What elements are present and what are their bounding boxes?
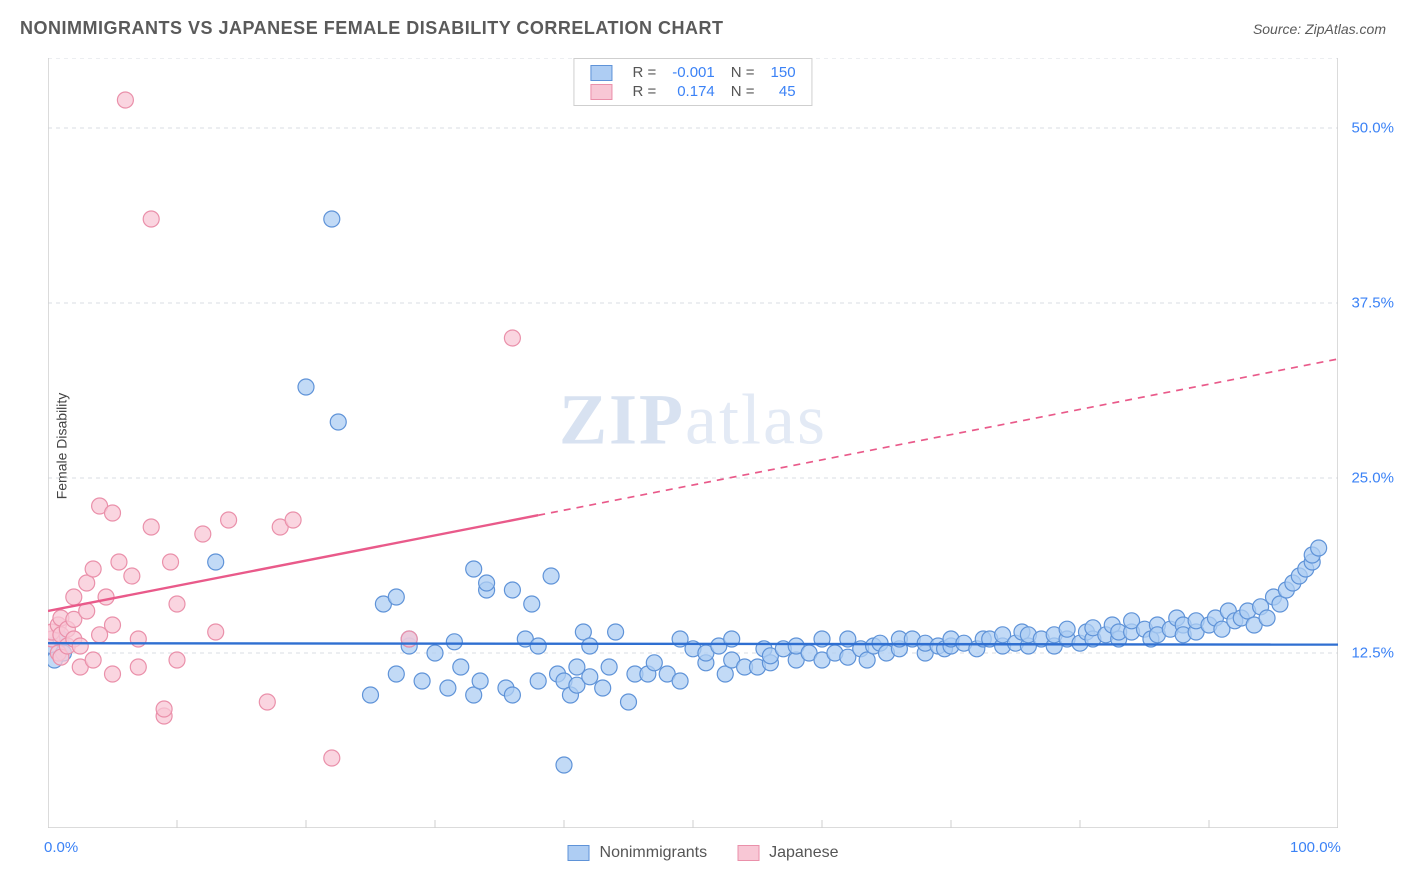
legend-row: R =-0.001N =150 <box>582 63 803 82</box>
legend-item: Japanese <box>737 844 838 862</box>
y-tick-label: 25.0% <box>1351 470 1394 487</box>
n-value: 150 <box>763 63 804 82</box>
legend-swatch <box>737 845 759 861</box>
legend-row: R =0.174N =45 <box>582 82 803 101</box>
chart-source: Source: ZipAtlas.com <box>1253 21 1386 37</box>
legend-item: Nonimmigrants <box>568 844 708 862</box>
legend-swatch <box>590 65 612 81</box>
plot-area: ZIPatlas R =-0.001N =150R =0.174N =45 12… <box>48 58 1338 828</box>
scatter-svg <box>48 58 1338 828</box>
legend-swatch <box>568 845 590 861</box>
y-tick-label: 50.0% <box>1351 120 1394 137</box>
legend-label: Nonimmigrants <box>600 844 708 862</box>
chart-header: NONIMMIGRANTS VS JAPANESE FEMALE DISABIL… <box>20 18 1386 39</box>
series-legend: Nonimmigrants Japanese <box>568 844 839 862</box>
r-label: R = <box>624 82 664 101</box>
x-tick-label: 100.0% <box>1290 839 1341 856</box>
correlation-legend: R =-0.001N =150R =0.174N =45 <box>573 58 812 106</box>
chart-title: NONIMMIGRANTS VS JAPANESE FEMALE DISABIL… <box>20 18 724 39</box>
legend-label: Japanese <box>769 844 838 862</box>
n-label: N = <box>723 63 763 82</box>
legend-swatch <box>590 84 612 100</box>
x-tick-label: 0.0% <box>44 839 78 856</box>
y-tick-label: 37.5% <box>1351 295 1394 312</box>
r-value: -0.001 <box>664 63 723 82</box>
n-value: 45 <box>763 82 804 101</box>
y-tick-label: 12.5% <box>1351 645 1394 662</box>
n-label: N = <box>723 82 763 101</box>
r-label: R = <box>624 63 664 82</box>
r-value: 0.174 <box>664 82 723 101</box>
